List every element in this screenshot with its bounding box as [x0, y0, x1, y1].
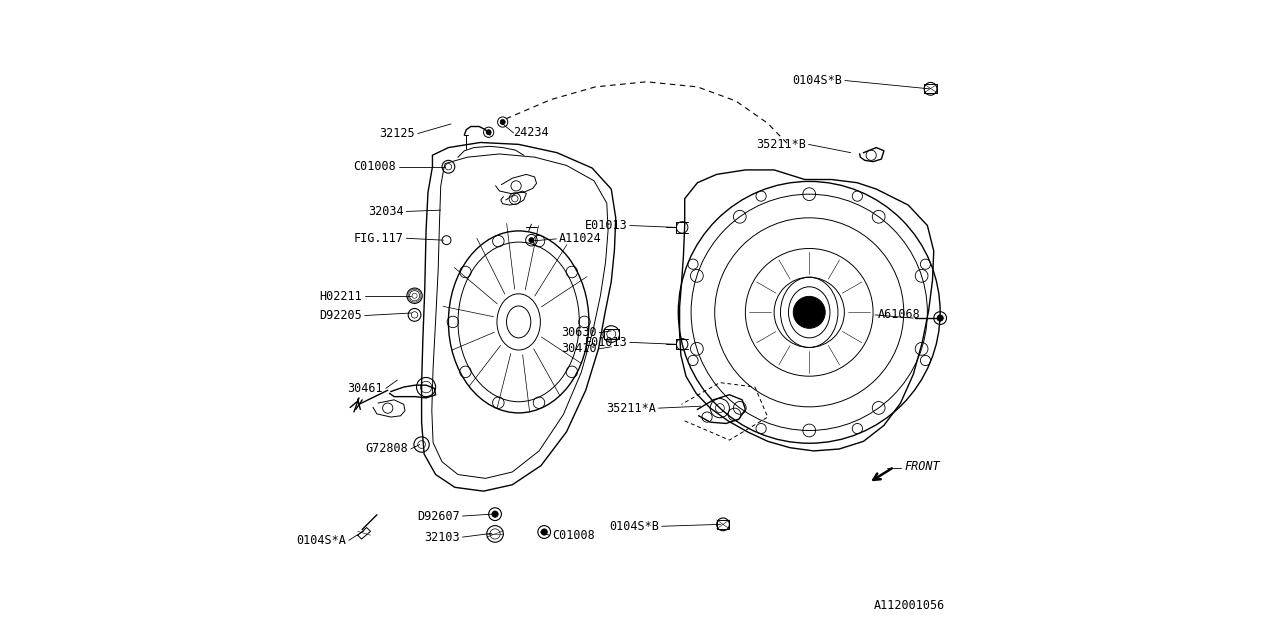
- Text: 24234: 24234: [513, 126, 549, 140]
- Text: G72808: G72808: [365, 442, 408, 456]
- Text: A112001056: A112001056: [874, 600, 945, 612]
- Text: A11024: A11024: [559, 232, 602, 245]
- Text: 35211*B: 35211*B: [756, 138, 806, 151]
- Text: 32103: 32103: [424, 531, 460, 543]
- Text: 30410: 30410: [561, 342, 596, 355]
- Text: 30461: 30461: [348, 382, 383, 395]
- Circle shape: [492, 511, 498, 517]
- Circle shape: [486, 130, 492, 135]
- Text: E01013: E01013: [585, 219, 627, 232]
- Text: 0104S*B: 0104S*B: [792, 74, 842, 87]
- Text: C01008: C01008: [552, 529, 595, 541]
- Text: D92205: D92205: [320, 309, 362, 322]
- Text: 32125: 32125: [380, 127, 415, 140]
- Text: 0104S*A: 0104S*A: [297, 534, 346, 547]
- Text: E01013: E01013: [585, 336, 627, 349]
- Text: H02211: H02211: [320, 290, 362, 303]
- Text: 0104S*B: 0104S*B: [609, 520, 659, 532]
- Text: C01008: C01008: [353, 160, 396, 173]
- Text: D92607: D92607: [417, 509, 460, 522]
- Circle shape: [937, 315, 943, 321]
- Circle shape: [794, 296, 826, 328]
- Circle shape: [541, 529, 548, 535]
- Text: 32034: 32034: [369, 205, 403, 218]
- Text: 30630: 30630: [561, 326, 596, 339]
- Text: FRONT: FRONT: [905, 460, 940, 474]
- Text: A61068: A61068: [878, 308, 920, 321]
- Circle shape: [529, 237, 534, 243]
- Text: FIG.117: FIG.117: [353, 232, 403, 244]
- Text: 35211*A: 35211*A: [607, 402, 655, 415]
- Circle shape: [500, 120, 506, 125]
